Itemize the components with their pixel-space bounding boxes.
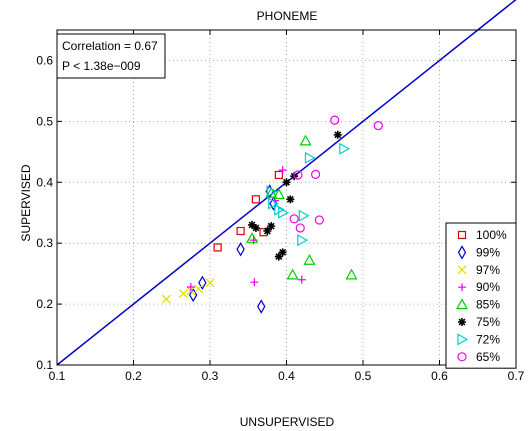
x-tick-label: 0.6: [431, 369, 448, 383]
data-point: [161, 294, 171, 304]
data-point: [295, 223, 305, 233]
data-point: [298, 209, 310, 222]
data-point: [251, 195, 260, 204]
data-point: [303, 254, 316, 265]
p-value-text: P < 1.38e−009: [62, 59, 141, 73]
stats-annotation: Correlation = 0.67 P < 1.38e−009: [56, 33, 166, 79]
legend-marker: [457, 352, 467, 362]
data-point: [299, 134, 312, 146]
legend-marker: [457, 230, 467, 240]
data-point: [186, 283, 195, 292]
data-point: [246, 232, 259, 243]
data-point: [274, 252, 283, 261]
legend-label: 85%: [476, 298, 500, 312]
legend: 100% 99% 97% 90% 85% 75% 72% 65%: [445, 222, 517, 369]
y-tick-label: 0.3: [36, 236, 53, 250]
legend-label: 100%: [476, 228, 507, 242]
stats-annotation-box: [56, 33, 166, 79]
y-tick-label: 0.4: [36, 175, 53, 189]
data-point: [314, 215, 324, 225]
data-point: [263, 227, 272, 235]
x-tick-label: 0.7: [508, 369, 525, 383]
data-point: [304, 151, 316, 164]
x-tick-label: 0.4: [278, 369, 295, 383]
data-point: [205, 278, 215, 288]
data-markers: [161, 115, 383, 314]
legend-marker: [458, 283, 466, 292]
plot-frame: [56, 29, 517, 366]
data-point: [278, 248, 287, 257]
data-point: [250, 278, 259, 287]
data-point: [194, 284, 203, 294]
data-point: [297, 234, 309, 247]
data-point: [297, 275, 306, 284]
x-tick-label: 0.2: [125, 369, 142, 383]
y-tick-label: 0.2: [36, 297, 53, 311]
data-point: [339, 142, 351, 155]
legend-marker: [457, 265, 467, 275]
data-point: [268, 197, 279, 210]
x-axis-label: UNSUPERVISED: [240, 415, 335, 429]
y-tick-label: 0.1: [36, 358, 53, 372]
data-point: [289, 214, 299, 224]
legend-label: 72%: [476, 332, 500, 346]
y-tick-label: 0.5: [36, 114, 53, 128]
legend-label: 97%: [476, 263, 500, 277]
chart-title: PHONEME: [257, 9, 318, 23]
data-point: [293, 170, 303, 180]
data-point: [266, 185, 278, 198]
data-point: [274, 170, 283, 180]
data-point: [267, 222, 276, 231]
data-point: [248, 220, 257, 229]
x-tick-label: 0.5: [355, 369, 372, 383]
correlation-text: Correlation = 0.67: [62, 39, 158, 53]
legend-marker: [457, 333, 469, 346]
legend-marker: [455, 298, 469, 310]
data-point: [198, 275, 207, 290]
data-point: [236, 226, 245, 236]
y-axis-label: SUPERVISED: [19, 164, 33, 241]
legend-label: 75%: [476, 315, 500, 329]
data-point: [269, 196, 278, 211]
data-point: [236, 242, 245, 257]
x-tick-label: 0.3: [202, 369, 219, 383]
data-point: [373, 121, 383, 131]
legend-marker: [457, 245, 467, 260]
data-point: [333, 130, 342, 139]
data-point: [272, 188, 285, 200]
legend-label: 90%: [476, 280, 500, 294]
y-tick-label: 0.6: [36, 53, 53, 67]
data-point: [188, 287, 198, 303]
data-point: [257, 299, 266, 314]
legend-label: 65%: [476, 350, 500, 364]
data-point: [282, 178, 291, 187]
data-point: [278, 166, 287, 175]
data-point: [278, 206, 289, 219]
data-point: [178, 289, 188, 299]
data-point: [330, 115, 340, 125]
x-tick-label: 0.1: [49, 369, 66, 383]
data-point: [274, 203, 286, 216]
legend-marker: [458, 318, 466, 326]
data-point: [251, 223, 260, 232]
data-point: [286, 268, 299, 280]
legend-label: 99%: [476, 245, 500, 259]
data-point: [310, 169, 321, 179]
data-point: [286, 195, 295, 204]
data-point: [213, 243, 222, 252]
data-point: [345, 268, 358, 280]
